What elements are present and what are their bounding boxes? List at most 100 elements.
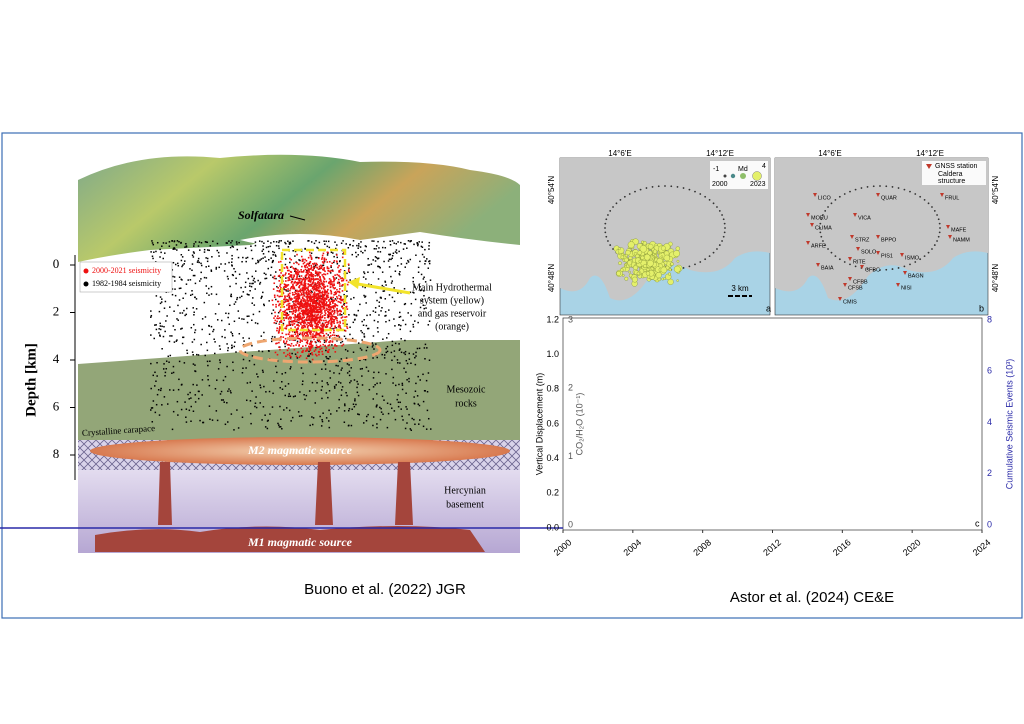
quake [312,275,314,278]
quake [288,331,291,333]
quake [274,319,277,322]
quake [192,274,195,277]
quake [333,277,335,280]
quake [305,307,308,310]
quake [270,337,273,340]
quake [327,322,330,324]
quake [422,400,425,403]
quake [327,334,330,336]
quake [330,300,333,303]
event [624,257,629,263]
event [670,262,674,266]
quake [316,271,318,273]
quake [193,245,195,247]
quake [303,310,305,312]
quake [185,421,188,423]
quake [297,335,300,337]
quake [177,414,179,416]
quake [293,286,295,289]
quake [324,285,327,288]
quake [294,315,297,317]
quake [314,340,317,343]
quake [283,285,286,288]
quake [348,314,350,316]
quake [206,260,209,263]
quake [332,275,335,278]
quake [313,287,316,290]
quake [317,286,320,289]
quake [315,295,317,297]
quake [321,292,323,294]
event [667,272,671,276]
quake [289,292,291,295]
quake [187,279,189,281]
quake [296,340,299,343]
quake [372,344,374,346]
quake [162,335,165,338]
quake [302,349,304,352]
quake [313,321,316,323]
quake [328,319,331,322]
quake [174,328,176,331]
quake [317,247,319,250]
quake [303,333,306,336]
quake [311,336,314,339]
quake [296,276,298,279]
quake [330,325,333,328]
quake [312,269,315,271]
quake [332,347,335,350]
quake [311,287,314,290]
quake [287,276,289,279]
quake [322,284,324,286]
quake [326,357,328,360]
quake [171,240,173,242]
quake [390,351,393,354]
quake [393,318,395,320]
y-tick-label: 0.6 [546,418,559,428]
quake [293,348,296,351]
quake [316,266,318,269]
quake [339,322,341,324]
quake [291,416,294,419]
quake [310,258,313,260]
quake [169,335,171,337]
quake [298,275,301,277]
quake [328,313,331,315]
quake [297,297,300,300]
quake [231,245,234,247]
lat-label: 40°48'N [991,264,1000,293]
quake [178,287,181,290]
event [638,259,642,263]
quake [251,282,253,285]
quake [341,340,344,343]
quake [276,285,278,288]
quake [216,249,218,252]
quake [195,298,198,300]
quake [332,306,335,309]
quake [319,267,322,269]
quake [333,305,336,307]
quake [347,263,350,266]
quake [322,264,325,266]
quake [161,348,163,350]
quake [331,321,334,323]
quake [292,284,294,287]
quake [315,297,318,300]
quake [404,266,406,268]
quake [285,288,287,291]
quake [335,296,338,298]
quake [261,350,264,353]
quake [323,334,325,337]
quake [305,293,308,295]
quake [306,270,308,273]
quake [218,303,220,305]
quake [257,279,259,282]
quake [314,282,316,284]
quake [331,262,333,264]
y-tick-label: 0.2 [546,488,559,498]
quake [320,328,323,331]
quake [351,408,353,411]
station [806,213,810,217]
quake [339,298,342,300]
quake [376,404,378,406]
